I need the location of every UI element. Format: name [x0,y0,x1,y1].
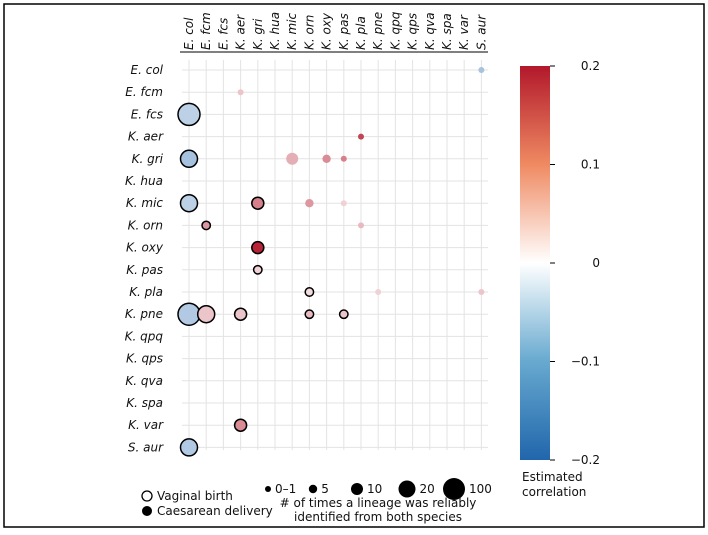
row-label: K. pla [129,285,163,299]
column-label: K. aer [234,14,248,50]
row-label: K. spa [126,396,163,410]
column-label: K. qpq [388,11,402,50]
row-label: K. qva [125,374,163,388]
bubble-point [237,89,244,96]
column-labels: E. col E. fcm E. fcs K. aer K. gri K. hua K. m… [180,11,488,53]
row-label: E. fcm [125,85,163,99]
size-legend: 0–1 5 10 20 100 # of times a lineage was rel… [265,478,492,524]
bubble-point [375,289,382,295]
colorbar-gradient [520,66,550,460]
column-label: K. oxy [320,12,334,50]
row-label: E. fcs [131,107,163,121]
row-label: K. hua [125,174,163,188]
bubble-point [177,102,201,127]
colorbar-label-1: Estimated [522,470,583,484]
colorbar-tick-label: 0.2 [581,59,600,73]
size-legend-title-2: identified from both species [294,510,462,524]
row-label: K. aer [128,130,164,144]
size-legend-title-1: # of times a lineage was reliably [280,496,477,510]
column-label: K. var [457,14,471,50]
column-label: K. pas [337,13,351,50]
row-label: K. var [128,418,164,432]
column-label: K. gri [251,18,265,50]
bubble-point [340,155,347,162]
bubble-point [252,264,263,275]
data-points [177,67,485,457]
bubble-point [179,193,199,213]
bubble-point [179,149,199,169]
size-legend-marker [308,484,318,494]
row-label: K. pne [125,307,163,321]
size-legend-label: 0–1 [275,482,296,496]
column-label: K. pne [371,12,385,50]
row-label: K. pas [126,263,163,277]
column-label: E. fcs [216,18,230,50]
row-label: K. gri [132,152,164,166]
bubble-point [358,133,364,140]
bubble-point [322,154,331,163]
column-label: K. qps [406,13,420,50]
column-label: K. pla [354,16,368,50]
row-label: S. aur [128,440,164,454]
column-label: K. mic [285,12,299,50]
size-legend-label: 100 [469,482,492,496]
colorbar-label-2: correlation [522,485,586,499]
row-label: E. col [131,63,164,77]
row-label: K. orn [128,218,163,232]
bubble-point [305,199,314,208]
bubble-point [304,287,315,297]
bubble-point [338,309,349,320]
size-legend-label: 5 [321,482,329,496]
column-label: K. spa [440,13,454,50]
bubble-point [179,438,199,457]
row-label: K. qpq [125,329,164,343]
size-legend-marker [265,486,271,492]
column-label: K. qva [423,12,437,50]
caesarean-legend-label: Caesarean delivery [157,504,273,518]
bubble-point [177,302,201,326]
bubble-point [286,152,299,165]
row-label: K. mic [126,196,164,210]
figure-border [3,3,705,528]
bubble-point [201,220,212,231]
bubble-point [358,222,364,229]
vaginal-legend-label: Vaginal birth [157,489,233,503]
colorbar-ticks: 0.2 0.1 0 −0.1 −0.2 [550,59,600,467]
grid [182,60,488,450]
colorbar-tick-label: 0.1 [581,158,600,172]
column-label: K. hua [268,12,282,50]
size-legend-label: 10 [367,482,382,496]
bubble-point [304,309,315,320]
bubble-point [251,240,265,255]
colorbar: 0.2 0.1 0 −0.1 −0.2 Estimated correlation [520,59,600,499]
size-legend-marker [398,480,416,498]
size-legend-marker [443,478,465,500]
column-label: E. col [182,17,196,50]
caesarean-legend-marker [142,506,152,516]
colorbar-tick-label: −0.2 [571,453,600,467]
birth-legend: Vaginal birth Caesarean delivery [141,489,273,518]
bubble-point [196,304,216,324]
row-label: K. oxy [126,241,164,255]
column-label: S. aur [474,14,488,50]
vaginal-legend-marker [141,490,153,502]
colorbar-tick-label: 0 [592,256,600,270]
row-labels: E. col E. fcm E. fcs K. aer K. gri K. hua K. m… [125,63,164,454]
colorbar-tick-label: −0.1 [571,355,600,369]
bubble-point [233,307,248,321]
bubble-point [478,67,485,73]
row-label: K. qps [126,352,163,366]
column-label: K. orn [302,15,316,50]
bubble-point [478,289,485,295]
column-label: E. fcm [199,12,213,50]
bubble-point [340,200,347,207]
bubble-point [233,418,248,432]
size-legend-label: 20 [420,482,435,496]
bubble-point [251,196,265,210]
size-legend-marker [351,483,363,495]
